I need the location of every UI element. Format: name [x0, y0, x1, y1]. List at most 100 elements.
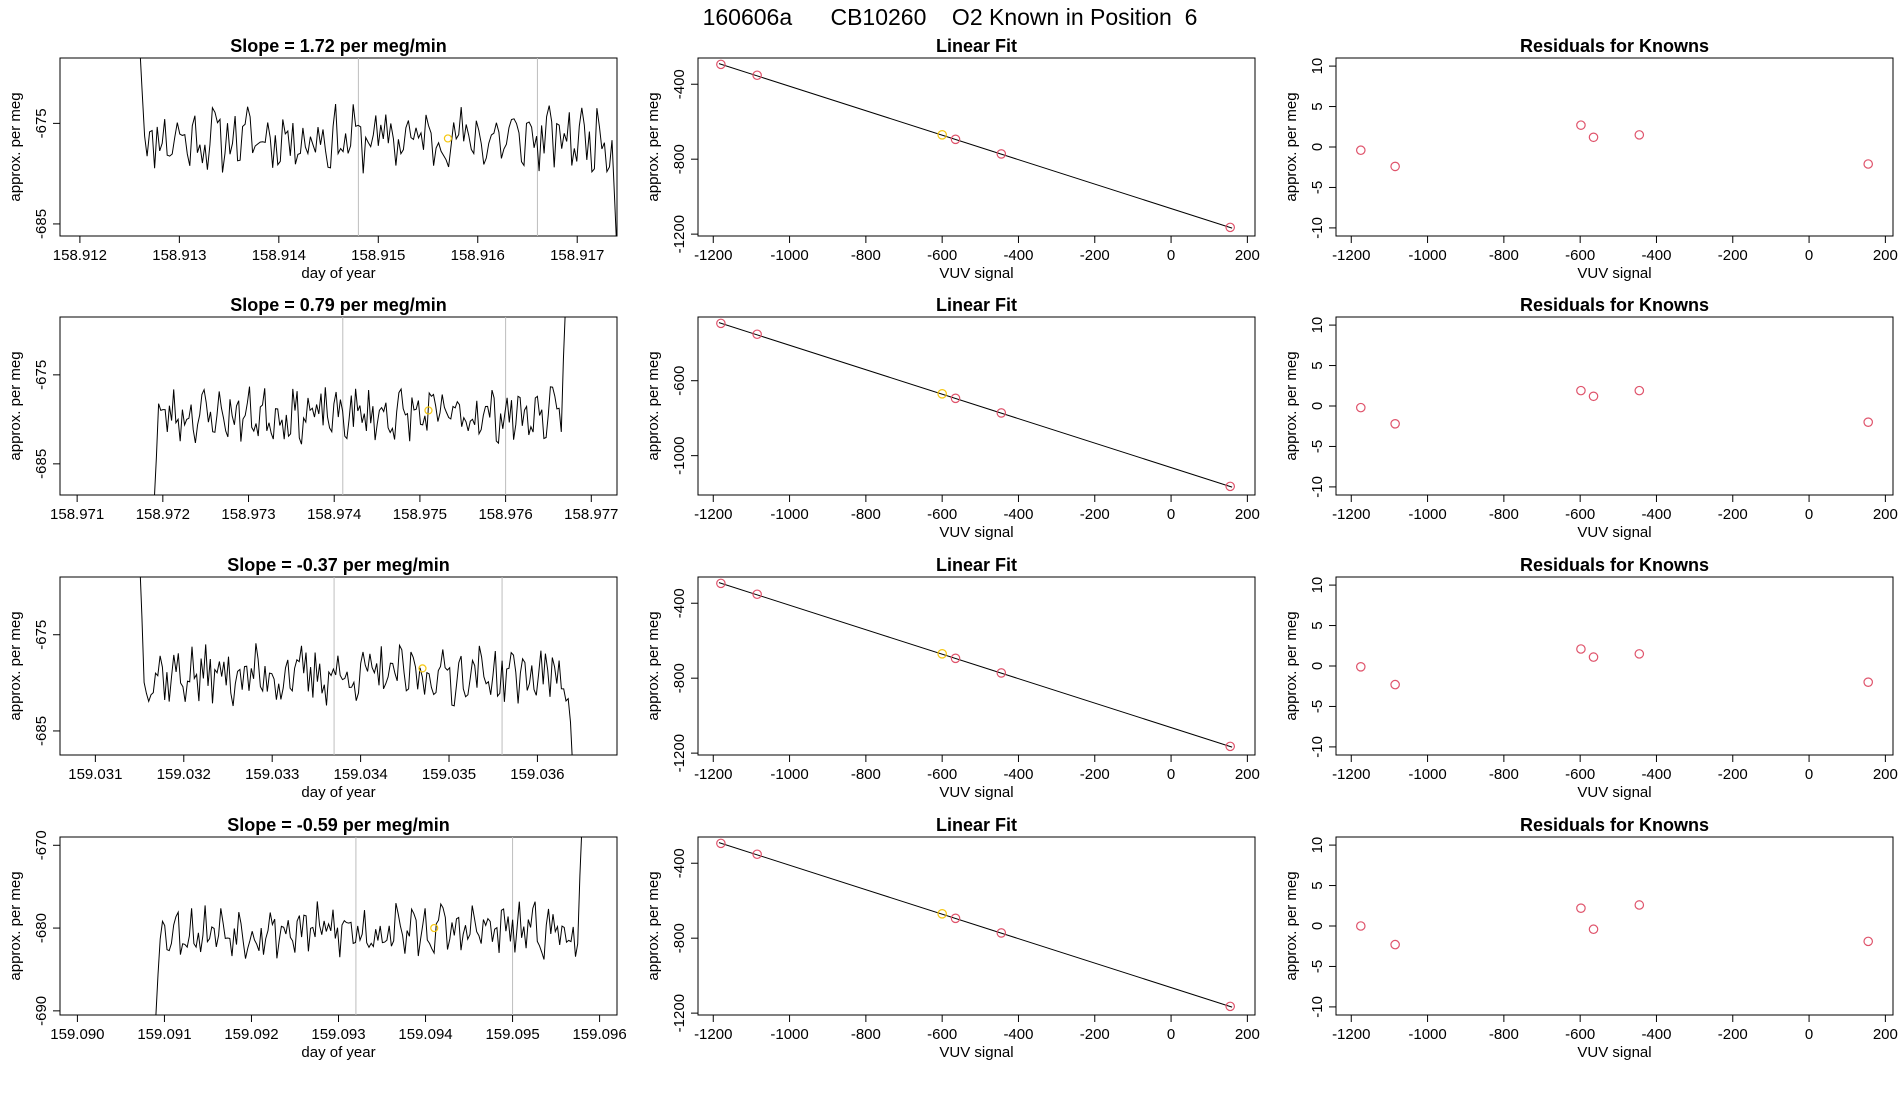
data-point	[716, 578, 726, 589]
x-tick-label: 159.035	[422, 766, 476, 783]
x-tick-label: 158.973	[221, 506, 275, 523]
x-tick-label: -1000	[770, 247, 808, 264]
x-tick-label: -200	[1080, 506, 1110, 523]
y-tick-label: 5	[1309, 881, 1326, 889]
y-tick-label: 5	[1309, 102, 1326, 110]
plot-frame	[1335, 316, 1894, 496]
x-tick-label: -800	[851, 506, 881, 523]
y-tick-label: -600	[671, 366, 688, 396]
plot-frame	[697, 576, 1256, 756]
y-tick-label: -400	[671, 848, 688, 878]
x-tick-label: 158.976	[478, 506, 532, 523]
chart-title: Slope = -0.37 per meg/min	[227, 555, 450, 575]
data-point	[752, 329, 762, 340]
x-tick-label: 159.094	[398, 1026, 452, 1043]
x-tick-label: -800	[1489, 506, 1519, 523]
x-tick-label: -1000	[1408, 506, 1446, 523]
x-tick-label: -800	[1489, 766, 1519, 783]
y-axis-label: approx. per meg	[645, 871, 662, 980]
data-point	[1863, 159, 1874, 169]
plot-frame	[697, 836, 1256, 1016]
data-point	[1355, 402, 1366, 413]
y-axis-label: approx. per meg	[645, 611, 662, 720]
data-point	[996, 408, 1007, 418]
chart-title: Residuals for Knowns	[1520, 36, 1709, 56]
highlight-point	[424, 406, 433, 415]
x-axis-label: VUV signal	[1577, 784, 1651, 801]
x-tick-label: 200	[1873, 1026, 1898, 1043]
data-point	[1588, 924, 1599, 935]
y-tick-label: -400	[671, 588, 688, 618]
y-axis-label: approx. per meg	[7, 611, 24, 720]
x-tick-label: -400	[1641, 1026, 1671, 1043]
x-tick-label: 159.032	[157, 766, 211, 783]
page-title: 160606a CB10260 O2 Known in Position 6	[702, 4, 1198, 30]
y-tick-label: 0	[1309, 922, 1326, 930]
y-axis-label: approx. per meg	[7, 92, 24, 201]
chart-panel-9: Residuals for Knowns-1200 -1000 -800 -600 -4…	[1283, 555, 1898, 801]
plot-frame	[59, 316, 618, 496]
y-tick-label: 10	[1309, 837, 1326, 854]
x-axis-label: VUV signal	[1577, 524, 1651, 541]
plot-area	[1355, 644, 1874, 690]
fit-line	[718, 322, 1233, 488]
x-tick-label: 159.095	[485, 1026, 539, 1043]
data-point	[1576, 903, 1586, 913]
x-tick-label: -400	[1003, 506, 1033, 523]
x-tick-label: 200	[1235, 247, 1260, 264]
x-tick-label: 0	[1167, 506, 1175, 523]
y-tick-label: -685	[33, 449, 50, 479]
data-series-line	[154, 317, 566, 495]
y-tick-label: -10	[1309, 996, 1326, 1018]
x-tick-label: 158.971	[50, 506, 104, 523]
x-tick-label: 158.917	[550, 247, 604, 264]
x-tick-label: 200	[1873, 247, 1898, 264]
y-tick-label: -1200	[671, 734, 688, 772]
y-tick-label: -670	[33, 830, 50, 860]
x-tick-label: 158.915	[351, 247, 405, 264]
chart-title: Slope = 0.79 per meg/min	[230, 295, 447, 315]
x-tick-label: 158.972	[136, 506, 190, 523]
data-series-line	[155, 837, 583, 1015]
y-tick-label: -10	[1309, 476, 1326, 498]
data-point	[996, 928, 1007, 938]
x-tick-label: 158.977	[564, 506, 618, 523]
chart-panel-6: Residuals for Knowns-1200 -1000 -800 -600 -4…	[1283, 295, 1898, 541]
x-axis-label: day of year	[301, 265, 375, 282]
highlight-point	[430, 923, 439, 933]
fit-line	[718, 63, 1233, 229]
x-tick-label: -600	[1565, 766, 1595, 783]
x-tick-label: 158.913	[152, 247, 206, 264]
x-tick-label: -1200	[1332, 506, 1370, 523]
data-point	[1355, 145, 1366, 156]
y-tick-label: -400	[671, 69, 688, 99]
chart-panel-12: Residuals for Knowns-1200 -1000 -800 -600 -4…	[1283, 815, 1898, 1061]
data-point	[1634, 385, 1645, 396]
y-tick-label: -5	[1309, 181, 1326, 194]
y-tick-label: -5	[1309, 440, 1326, 453]
data-point	[950, 134, 961, 145]
plot-frame	[59, 57, 618, 237]
x-tick-label: 159.090	[50, 1026, 104, 1043]
x-tick-label: 158.916	[451, 247, 505, 264]
x-tick-label: 200	[1235, 766, 1260, 783]
x-tick-label: -1000	[1408, 1026, 1446, 1043]
x-tick-label: -200	[1080, 766, 1110, 783]
data-point	[996, 149, 1007, 159]
x-tick-label: 200	[1873, 506, 1898, 523]
data-point	[1576, 120, 1586, 130]
chart-title: Linear Fit	[936, 555, 1017, 575]
y-tick-label: -680	[33, 913, 50, 943]
data-point	[752, 589, 762, 600]
highlight-point	[937, 389, 947, 399]
data-point	[1588, 391, 1599, 402]
data-point	[1588, 132, 1599, 143]
x-tick-label: -400	[1003, 766, 1033, 783]
x-tick-label: 0	[1805, 766, 1813, 783]
x-tick-label: 159.033	[245, 766, 299, 783]
x-axis-label: VUV signal	[1577, 1044, 1651, 1061]
y-tick-label: -1000	[671, 436, 688, 474]
x-tick-label: 159.093	[311, 1026, 365, 1043]
x-axis-label: VUV signal	[939, 265, 1013, 282]
highlight-point	[443, 134, 453, 143]
